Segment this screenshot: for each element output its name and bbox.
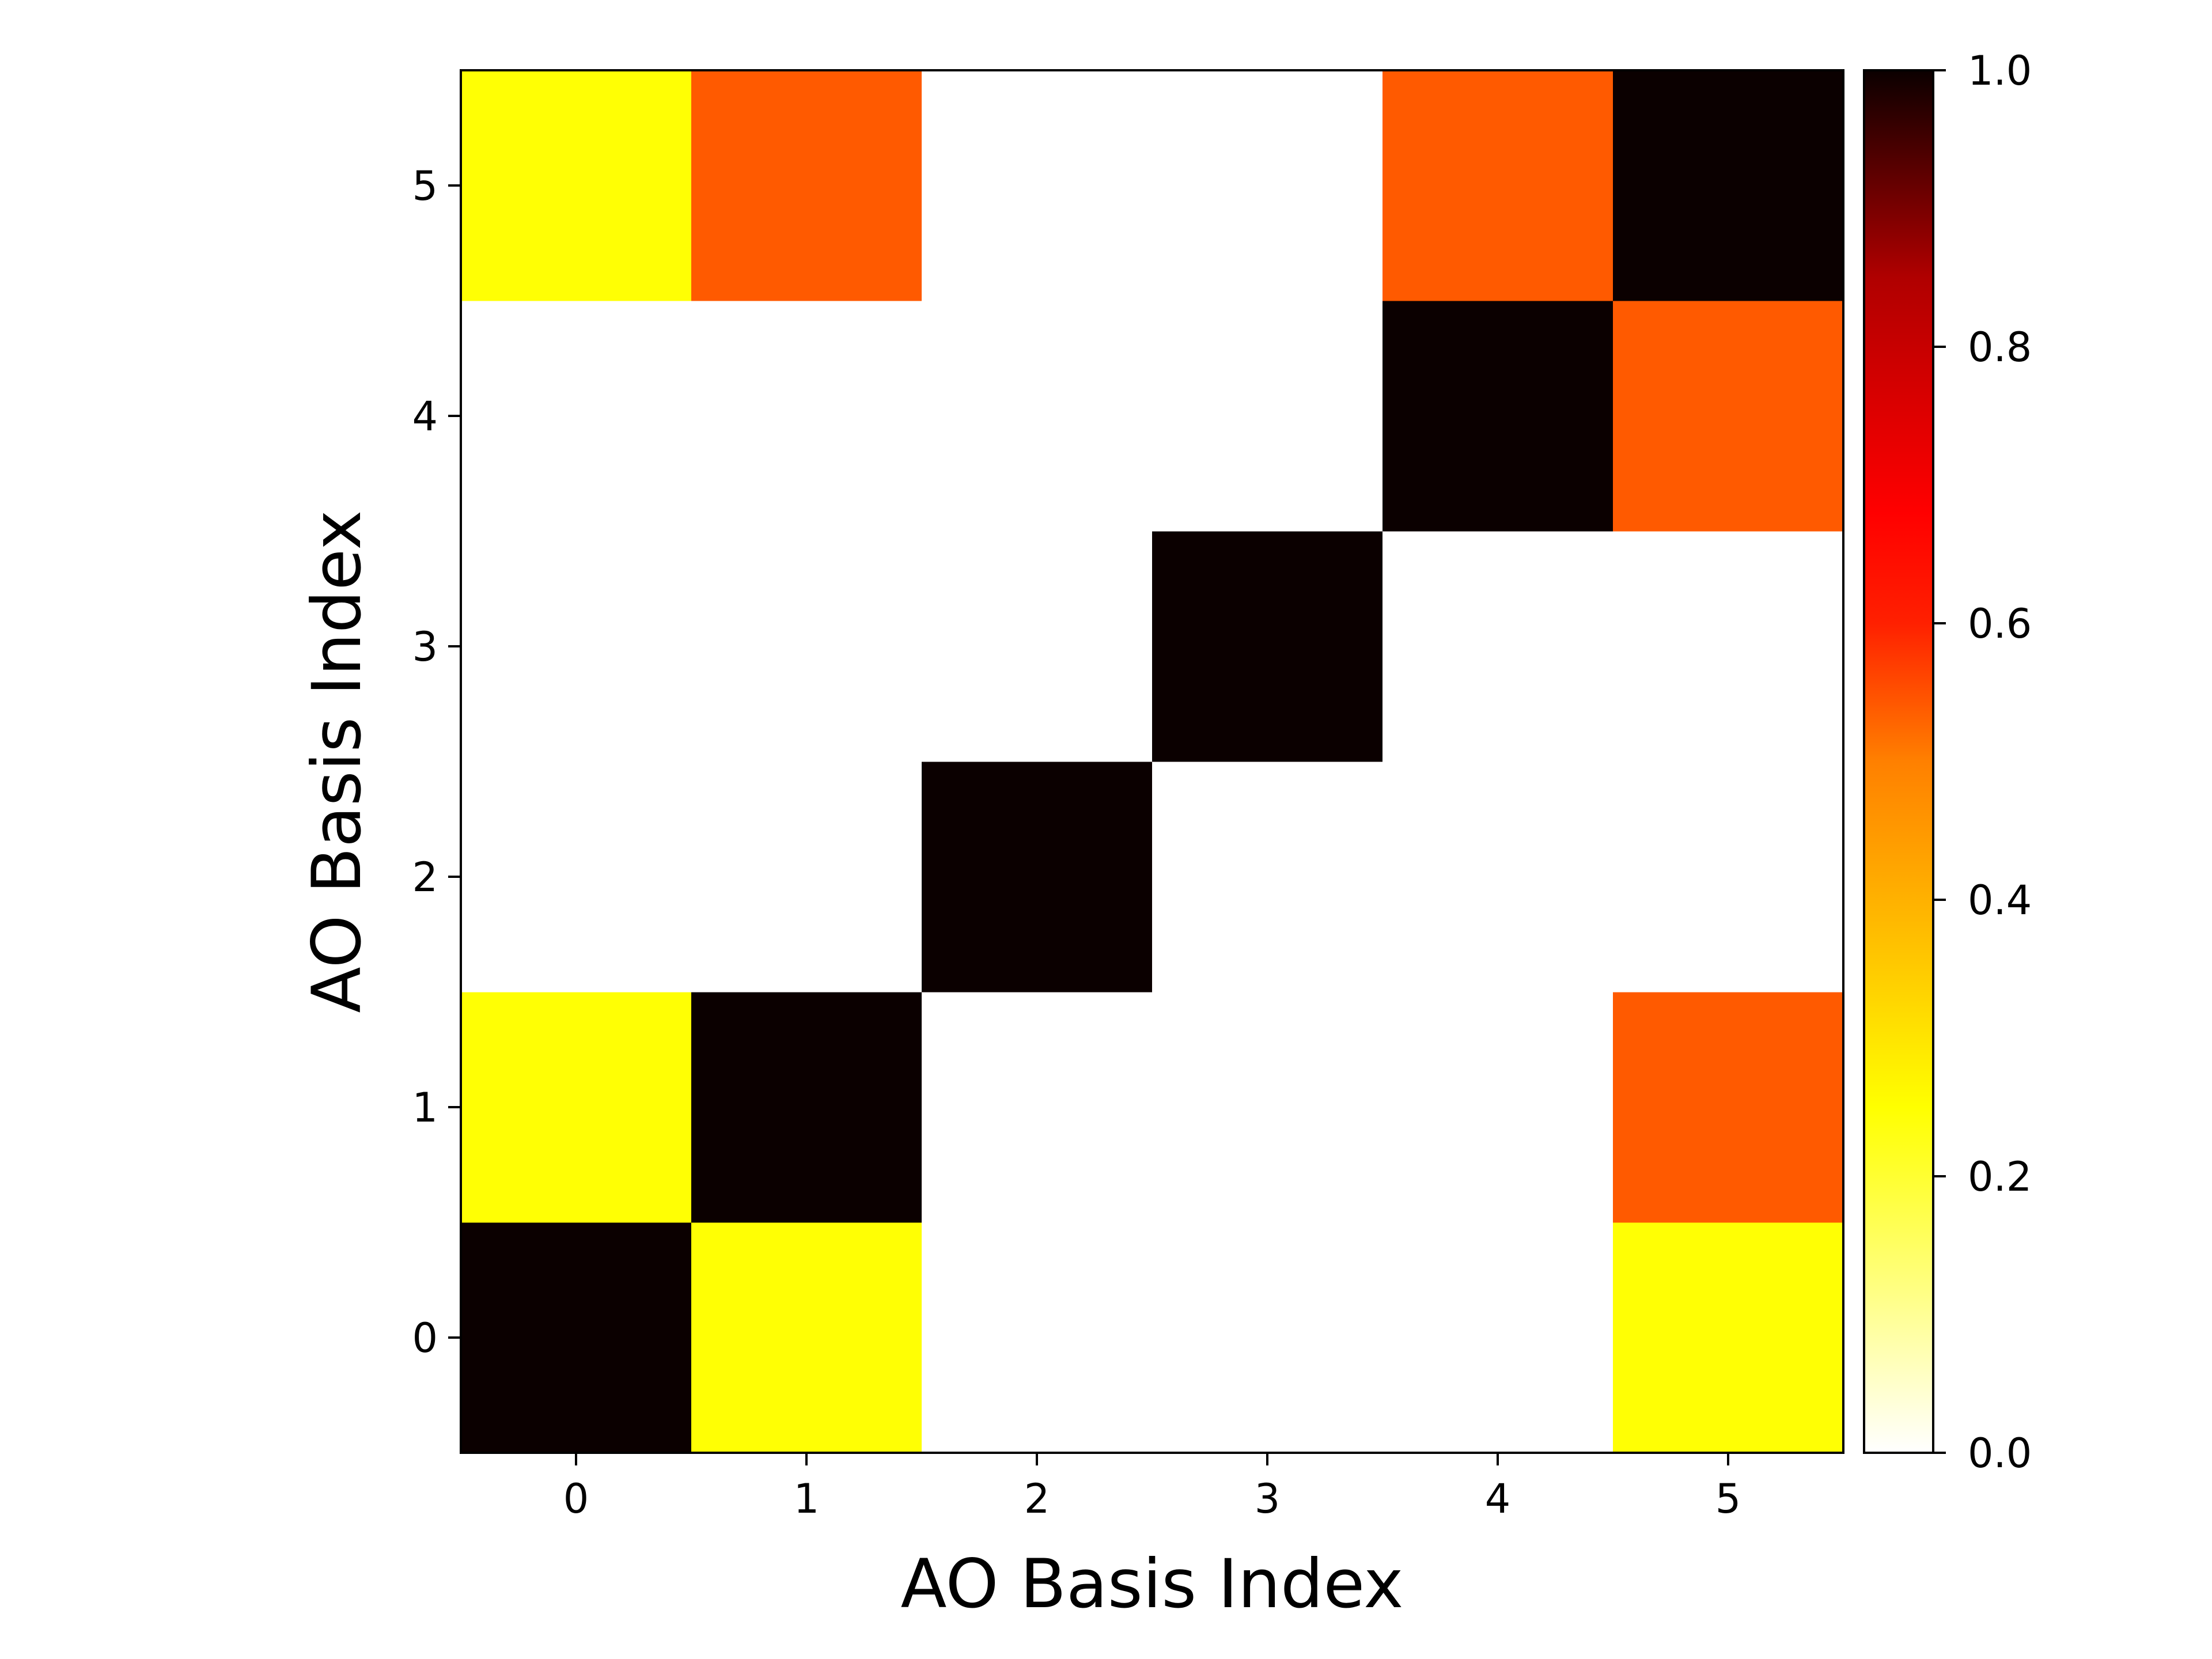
heatmap-cell (461, 992, 692, 1223)
y-tick-label: 3 (412, 623, 438, 671)
x-tick-label: 1 (794, 1475, 820, 1522)
heatmap-cell (461, 1222, 692, 1453)
heatmap-cell (1613, 531, 1844, 762)
heatmap-cell (1152, 762, 1383, 993)
y-tick-label: 2 (412, 854, 438, 901)
y-tick-label: 0 (412, 1315, 438, 1362)
heatmap-cell (1152, 531, 1383, 762)
heatmap-cell (1152, 70, 1383, 301)
heatmap-cell (1382, 70, 1613, 301)
y-axis-label: AO Basis Index (297, 510, 376, 1013)
heatmap-cell (691, 531, 922, 762)
heatmap-cell (461, 301, 692, 532)
heatmap-cell (922, 762, 1153, 993)
heatmap-cell (1382, 301, 1613, 532)
heatmap-cell (922, 70, 1153, 301)
plot-frame (460, 69, 1844, 1454)
colorbar-ticks: 0.0 0.2 0.4 0.6 0.8 1.0 (1933, 47, 2032, 1477)
y-tick-label: 4 (412, 393, 438, 440)
y-tick-label: 1 (412, 1084, 438, 1131)
colorbar-tick-label: 1.0 (1968, 47, 2032, 94)
heatmap-cell (1382, 762, 1613, 993)
heatmap-cell (1613, 301, 1844, 532)
heatmap-cell (922, 992, 1153, 1223)
x-tick-label: 3 (1255, 1475, 1281, 1522)
heatmap-cell (461, 531, 692, 762)
heatmap-cell (1382, 1222, 1613, 1453)
colorbar-tick-label: 0.2 (1968, 1153, 2032, 1200)
heatmap-cell (922, 1222, 1153, 1453)
heatmap-cell (1613, 762, 1844, 993)
heatmap-cell (1613, 992, 1844, 1223)
heatmap-cells (461, 70, 1844, 1453)
y-tick-label: 5 (412, 162, 438, 210)
heatmap-cell (1613, 1222, 1844, 1453)
x-tick-label: 2 (1024, 1475, 1050, 1522)
heatmap-cell (1152, 1222, 1383, 1453)
heatmap-cell (922, 301, 1153, 532)
colorbar (1863, 69, 1934, 1454)
heatmap-cell (1152, 301, 1383, 532)
heatmap-cell (1152, 992, 1383, 1223)
colorbar-tick-label: 0.4 (1968, 877, 2032, 924)
colorbar-tick-label: 0.0 (1968, 1430, 2032, 1477)
x-axis-ticks: 0 1 2 3 4 5 (563, 1453, 1741, 1522)
heatmap-cell (922, 531, 1153, 762)
heatmap-cell (1382, 531, 1613, 762)
x-tick-label: 5 (1715, 1475, 1741, 1522)
x-tick-label: 4 (1485, 1475, 1511, 1522)
x-tick-label: 0 (563, 1475, 589, 1522)
colorbar-tick-label: 0.8 (1968, 324, 2032, 371)
heatmap-cell (1613, 70, 1844, 301)
heatmap-cell (691, 70, 922, 301)
colorbar-tick-label: 0.6 (1968, 600, 2032, 647)
heatmap-cell (1382, 992, 1613, 1223)
heatmap-cell (691, 992, 922, 1223)
y-axis-ticks: 0 1 2 3 4 5 (412, 162, 461, 1362)
x-axis-label: AO Basis Index (901, 1544, 1404, 1623)
heatmap-cell (461, 70, 692, 301)
heatmap-cell (691, 1222, 922, 1453)
heatmap-cell (461, 762, 692, 993)
heatmap-cell (691, 762, 922, 993)
heatmap-cell (691, 301, 922, 532)
